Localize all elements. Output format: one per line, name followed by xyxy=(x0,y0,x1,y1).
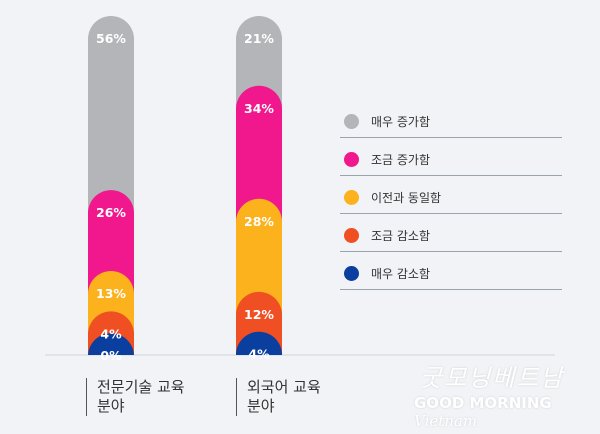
data-label: 0% xyxy=(100,348,122,363)
legend-item-same: 이전과 동일함 xyxy=(340,182,562,214)
bar-group: 56% 26% 13% 4% 0% 21% 34% 28% 12% 4% xyxy=(88,16,282,363)
category-label-language: 외국어 교육 분야 xyxy=(236,378,387,416)
legend-label: 조금 감소함 xyxy=(371,229,431,243)
watermark-brand: GOOD MORNING Vietnam xyxy=(414,394,552,430)
data-label: 56% xyxy=(96,31,126,46)
bar-segment xyxy=(236,331,282,355)
data-label: 21% xyxy=(244,31,274,46)
legend-item-very-decrease: 매우 감소함 xyxy=(340,258,562,290)
legend-label: 매우 증가함 xyxy=(371,115,431,129)
legend-dot-icon xyxy=(344,114,359,129)
data-label: 13% xyxy=(96,286,126,301)
data-label: 34% xyxy=(244,101,274,116)
legend-dot-icon xyxy=(344,190,359,205)
legend-dot-icon xyxy=(344,228,359,243)
legend-item-very-increase: 매우 증가함 xyxy=(340,106,562,138)
category-label-technical: 전문기술 교육 분야 xyxy=(86,378,237,416)
bar-segment xyxy=(88,333,134,357)
data-label: 28% xyxy=(244,214,274,229)
legend-dot-icon xyxy=(344,152,359,167)
data-label: 26% xyxy=(96,205,126,220)
watermark-logo: 굿모닝베트남 GOOD MORNING Vietnam xyxy=(414,358,590,430)
legend-dot-icon xyxy=(344,266,359,281)
legend-label: 이전과 동일함 xyxy=(371,191,442,205)
data-label: 4% xyxy=(100,326,122,341)
data-label: 12% xyxy=(244,307,274,322)
legend-item-slight-increase: 조금 증가함 xyxy=(340,144,562,176)
legend-label: 매우 감소함 xyxy=(371,267,431,281)
legend-label: 조금 증가함 xyxy=(371,153,431,167)
data-label: 4% xyxy=(248,347,270,362)
watermark-script: 굿모닝베트남 xyxy=(420,364,565,392)
legend-item-slight-decrease: 조금 감소함 xyxy=(340,220,562,252)
legend: 매우 증가함 조금 증가함 이전과 동일함 조금 감소함 매우 감소함 xyxy=(340,106,562,296)
